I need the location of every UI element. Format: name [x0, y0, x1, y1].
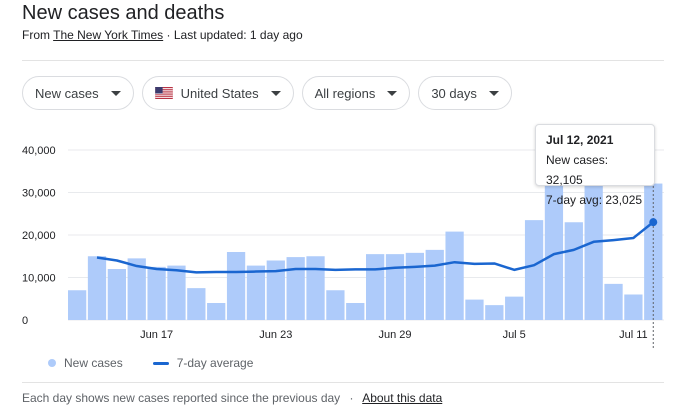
avg-point-highlight [649, 218, 658, 227]
bar[interactable] [425, 249, 444, 320]
range-label: 30 days [431, 85, 477, 101]
bar[interactable] [366, 254, 385, 320]
bar[interactable] [485, 305, 504, 320]
us-flag-icon [154, 87, 173, 99]
chart-legend: New cases 7-day average [48, 356, 253, 370]
x-tick-label: Jul 11 [619, 329, 648, 341]
bar[interactable] [167, 265, 186, 320]
legend-7day-average: 7-day average [176, 356, 254, 370]
region-label: All regions [314, 85, 376, 101]
source-prefix: From [22, 28, 50, 42]
tooltip-new-cases: New cases: 32,105 [546, 153, 609, 187]
bar[interactable] [226, 252, 246, 320]
legend-new-cases: New cases [64, 356, 123, 370]
bar[interactable] [266, 260, 285, 321]
bar[interactable] [127, 258, 146, 320]
country-label: United States [180, 85, 259, 101]
page-title: New cases and deaths [22, 2, 225, 24]
bar[interactable] [544, 179, 564, 320]
chevron-down-icon [387, 90, 398, 96]
bottom-divider [22, 382, 664, 383]
bar[interactable] [346, 303, 365, 320]
bar[interactable] [207, 303, 226, 320]
chevron-down-icon [110, 90, 121, 96]
y-tick-label: 20,000 [22, 230, 56, 242]
bar[interactable] [505, 296, 524, 320]
x-tick-label: Jun 17 [140, 329, 173, 341]
bar[interactable] [624, 294, 643, 321]
line-legend-swatch [152, 361, 169, 365]
bar[interactable] [405, 252, 424, 320]
footer-separator: · [349, 391, 354, 405]
source-line: From The New York Times · Last updated: … [22, 28, 303, 42]
bar[interactable] [465, 299, 484, 320]
bar[interactable] [87, 256, 107, 320]
filter-bar: New cases United States All regions 30 d… [22, 76, 512, 110]
about-data-link[interactable]: About this data [362, 391, 443, 405]
y-tick-label: 30,000 [22, 188, 56, 200]
x-tick-label: Jul 5 [503, 329, 526, 341]
bar[interactable] [306, 256, 325, 320]
country-dropdown[interactable]: United States [141, 76, 294, 110]
bar[interactable] [246, 265, 266, 320]
bar[interactable] [68, 290, 87, 320]
chart-tooltip: Jul 12, 2021 New cases: 32,105 7-day avg… [535, 124, 655, 207]
chevron-down-icon [488, 90, 499, 96]
x-tick-label: Jun 29 [378, 329, 411, 341]
footer: Each day shows new cases reported since … [22, 391, 442, 405]
y-tick-label: 10,000 [22, 273, 56, 285]
bar[interactable] [524, 220, 544, 320]
y-tick-label: 0 [22, 315, 28, 327]
bar[interactable] [107, 269, 126, 320]
last-updated: · Last updated: 1 day ago [166, 28, 303, 42]
chevron-down-icon [270, 90, 281, 96]
tooltip-avg: 7-day avg: 23,025 [546, 193, 643, 207]
y-tick-label: 40,000 [22, 145, 56, 157]
region-dropdown[interactable]: All regions [301, 76, 411, 110]
bar[interactable] [187, 288, 206, 320]
source-link[interactable]: The New York Times [53, 28, 164, 42]
top-divider [22, 60, 664, 61]
bar[interactable] [604, 283, 623, 320]
bar[interactable] [564, 222, 583, 320]
x-tick-label: Jun 23 [259, 329, 292, 341]
bar[interactable] [326, 290, 345, 320]
metric-dropdown[interactable]: New cases [22, 76, 134, 110]
bar[interactable] [584, 179, 603, 320]
avg-line [96, 221, 655, 274]
tooltip-date: Jul 12, 2021 [546, 133, 614, 147]
bar-legend-swatch [48, 359, 56, 367]
range-dropdown[interactable]: 30 days [418, 76, 512, 110]
metric-label: New cases [35, 85, 99, 101]
bar[interactable] [147, 266, 166, 320]
bar[interactable] [286, 257, 305, 320]
footer-note: Each day shows new cases reported since … [22, 391, 341, 405]
bar[interactable] [445, 231, 464, 320]
bar[interactable] [385, 254, 405, 320]
